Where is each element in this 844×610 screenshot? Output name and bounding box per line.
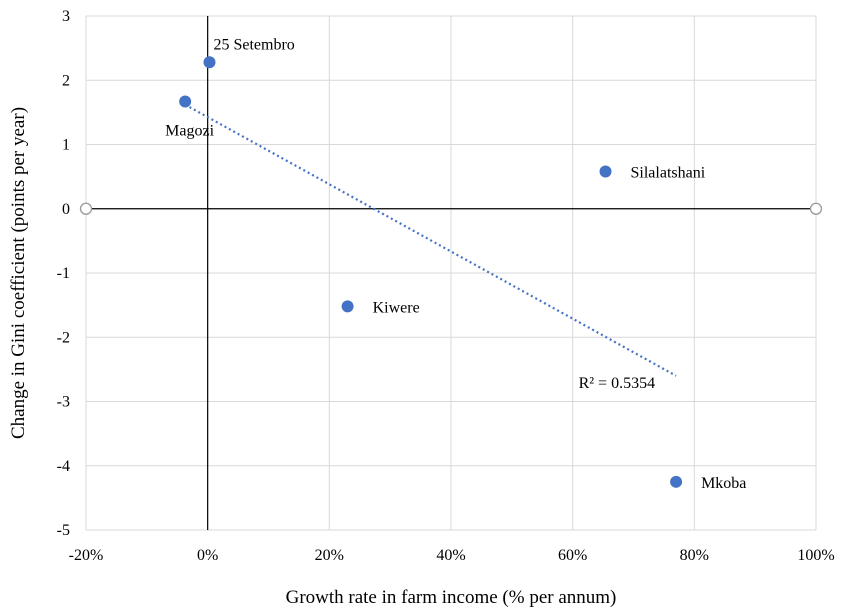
data-point-label: Mkoba xyxy=(701,475,746,492)
y-tick-label: 3 xyxy=(62,8,70,25)
data-point-label: Magozi xyxy=(165,122,214,139)
data-point xyxy=(670,475,683,488)
x-tick-label: -20% xyxy=(69,547,104,564)
y-tick-label: -2 xyxy=(57,329,70,346)
axes xyxy=(79,16,823,530)
x-tick-label: 40% xyxy=(436,547,465,564)
gridlines xyxy=(85,15,817,531)
y-tick-label: -1 xyxy=(57,265,70,282)
x-tick-label: 0% xyxy=(197,547,218,564)
y-tick-label: -3 xyxy=(57,394,70,411)
point-labels: 25 Setembro Magozi Silalatshani Kiwere Mkoba xyxy=(165,36,746,492)
y-tick-label: -5 xyxy=(57,522,70,539)
x-tick-label: 80% xyxy=(680,547,709,564)
x-tick-label: 60% xyxy=(558,547,587,564)
axis-end-marker xyxy=(79,202,93,215)
data-point xyxy=(599,165,612,178)
y-axis-title: Change in Gini coefficient (points per y… xyxy=(8,107,29,439)
data-point-label: 25 Setembro xyxy=(213,36,294,53)
r-squared-label: R² = 0.5354 xyxy=(579,375,656,392)
x-tick-label: 20% xyxy=(315,547,344,564)
trendline-group xyxy=(184,103,677,377)
data-point xyxy=(203,56,216,69)
data-point xyxy=(179,95,192,108)
x-tick-label: 100% xyxy=(797,547,834,564)
data-point-label: Kiwere xyxy=(373,299,420,316)
data-points xyxy=(179,56,683,488)
trendline xyxy=(184,103,677,377)
data-point xyxy=(341,300,354,313)
y-tick-label: 2 xyxy=(62,72,70,89)
y-tick-label: -4 xyxy=(57,458,70,475)
y-tick-label: 0 xyxy=(62,201,70,218)
y-tick-labels: -5 -4 -3 -2 -1 0 1 2 3 xyxy=(57,8,70,539)
axis-end-marker xyxy=(809,202,823,215)
x-tick-labels: -20% 0% 20% 40% 60% 80% 100% xyxy=(69,547,835,564)
y-tick-label: 1 xyxy=(62,137,70,154)
data-point-label: Silalatshani xyxy=(631,164,706,181)
x-axis-title: Growth rate in farm income (% per annum) xyxy=(286,587,617,608)
